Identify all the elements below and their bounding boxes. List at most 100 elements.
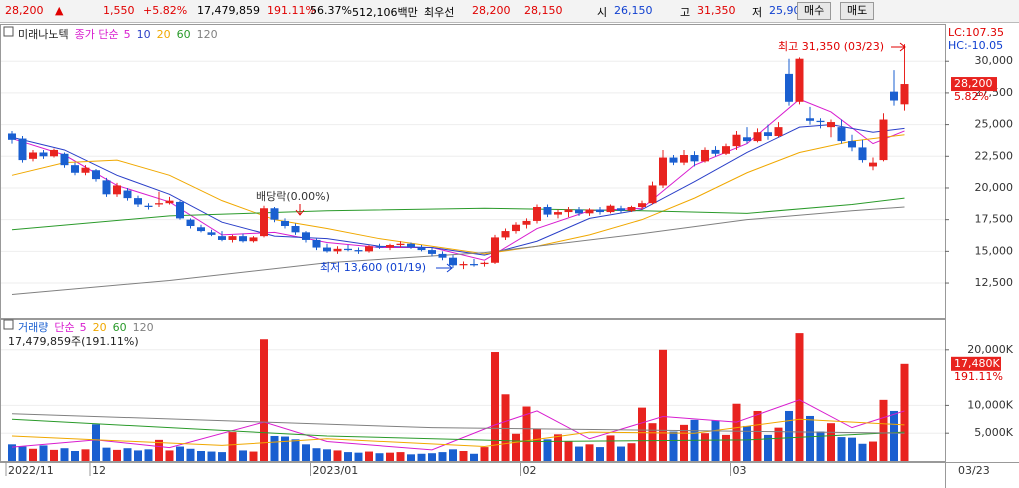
volume-bar <box>365 451 373 461</box>
candle-body <box>827 122 835 128</box>
volume-bar <box>491 352 499 461</box>
volume-bar <box>449 449 457 461</box>
volume-bar <box>512 433 520 461</box>
volume-bar <box>375 453 384 461</box>
volume-bar <box>501 394 510 461</box>
high: 31,350 <box>697 4 736 17</box>
candle-body <box>617 208 625 211</box>
legend-entry: 10 <box>137 28 151 41</box>
arrow: ▲ <box>55 4 64 17</box>
legend-entry: 60 <box>113 321 127 334</box>
volume-bar <box>50 449 58 461</box>
candle-body <box>291 226 300 233</box>
volume-bar <box>113 449 121 461</box>
volume-bar <box>764 434 772 461</box>
legend-label: 단순 <box>54 321 74 334</box>
volume-bar <box>554 434 562 461</box>
high-label: 고 <box>680 6 691 19</box>
volume-marker-label: 17,480K <box>954 357 1000 370</box>
candle-body <box>312 239 321 248</box>
volume-bar <box>890 410 898 461</box>
candle-body <box>155 203 163 205</box>
candle-body <box>795 58 804 102</box>
candle-body <box>806 118 814 121</box>
volume-bar <box>732 403 741 461</box>
volume-bar <box>585 444 594 461</box>
volume-bar <box>60 448 69 461</box>
candle-body <box>407 243 415 248</box>
x-tick-label: 03 <box>733 464 747 477</box>
buy-button[interactable]: 매수 <box>797 2 832 20</box>
candle-body <box>176 201 184 219</box>
volume-bar <box>407 454 415 461</box>
volume-bar <box>92 424 100 461</box>
volume-bar <box>837 437 846 461</box>
arrow <box>295 204 305 216</box>
volume-bar <box>459 450 468 461</box>
volume-bar <box>522 406 531 461</box>
candle-body <box>501 231 510 238</box>
volume-bar <box>29 448 37 461</box>
sell-button[interactable]: 매도 <box>840 2 875 20</box>
candle-body <box>512 224 520 232</box>
lc-label: LC:107.35 <box>948 26 1004 39</box>
volume-bar <box>659 349 667 461</box>
volume-bar <box>879 399 888 461</box>
volume-bar <box>575 446 583 461</box>
candle-body <box>438 253 447 258</box>
candle-body <box>459 264 468 266</box>
candle-body <box>690 155 699 162</box>
legend-entry: 120 <box>197 28 218 41</box>
x-tick-label: 02 <box>523 464 537 477</box>
candle-body <box>564 209 573 213</box>
candle-body <box>186 219 195 227</box>
candle-body <box>218 236 226 240</box>
legend-box <box>3 26 14 37</box>
candle-body <box>102 180 111 195</box>
candle-body <box>449 257 457 266</box>
candle-body <box>249 237 258 242</box>
volume-label: 거래량 <box>18 321 48 334</box>
candle-body <box>585 209 594 214</box>
candle-body <box>365 246 373 252</box>
volume-marker-rate: 191.11% <box>954 370 1003 383</box>
price-marker <box>951 77 997 92</box>
candle-body <box>711 149 720 154</box>
candle-body <box>71 165 79 173</box>
candle-body <box>785 73 793 102</box>
volume-bar <box>396 452 405 461</box>
candle-body <box>50 149 58 157</box>
volume-bar <box>533 428 541 461</box>
volume: 17,479,859 <box>197 4 260 17</box>
volume-bar <box>134 450 142 461</box>
volume-bar <box>228 432 237 461</box>
vol-ratio: 191.11% <box>267 4 316 17</box>
candle-body <box>344 248 352 251</box>
legend-entry: 5 <box>124 28 131 41</box>
candle-body <box>375 246 384 248</box>
arrow <box>436 263 453 273</box>
volume-bar <box>858 443 867 461</box>
rate: +5.82% <box>143 4 188 17</box>
x-tick-label: 2022/11 <box>8 464 54 477</box>
y-tick-label: 30,000 <box>975 54 1014 67</box>
candle-body <box>701 149 709 162</box>
y-tick-label: 20,000K <box>967 343 1013 356</box>
volume-ma-line <box>11 418 905 448</box>
candle-body <box>60 153 69 166</box>
x-tick-label: 2023/01 <box>313 464 359 477</box>
candle-body <box>428 250 436 254</box>
candle-body <box>480 262 489 265</box>
candle-body <box>270 208 279 220</box>
volume-bar <box>239 450 247 461</box>
candle-body <box>606 205 615 213</box>
candle-body <box>543 206 552 215</box>
ma-line <box>11 98 905 261</box>
volume-bar <box>333 450 342 461</box>
legend-entry: 120 <box>133 321 154 334</box>
candle-body <box>533 206 541 221</box>
volume-bar <box>249 451 258 461</box>
candle-body <box>491 237 499 263</box>
volume-bar <box>816 431 825 461</box>
